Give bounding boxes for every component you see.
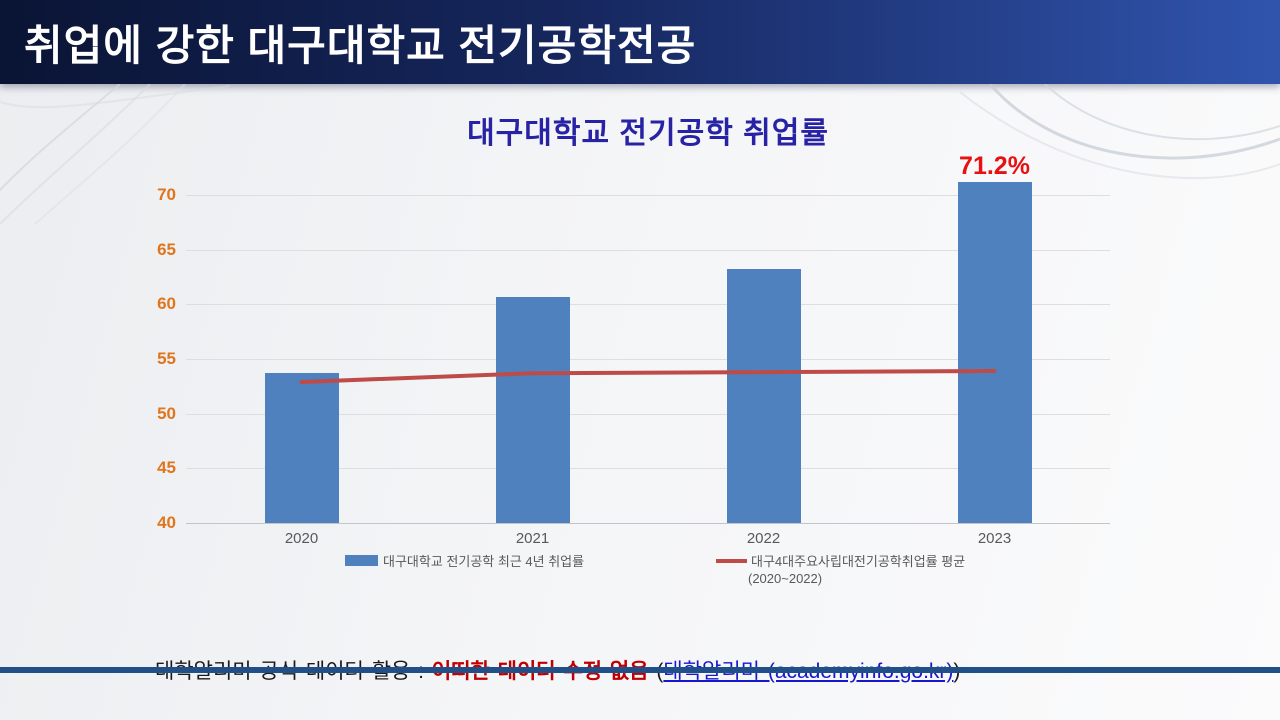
- y-axis-label-50: 50: [157, 403, 176, 423]
- bar-2023: [957, 181, 1032, 523]
- bar-2022: [726, 269, 801, 523]
- bar-2021: [495, 296, 570, 523]
- y-axis-label-40: 40: [157, 513, 176, 532]
- y-axis-label-45: 45: [157, 458, 176, 478]
- slide-header: 취업에 강한 대구대학교 전기공학전공: [0, 0, 1280, 84]
- x-axis-label-2020: 2020: [284, 530, 319, 547]
- legend-line-sublabel: (2020~2022): [748, 571, 823, 586]
- legend-item-line: 대구4대주요사립대전기공학취업률 평균: [716, 551, 965, 570]
- legend-line-label: 대구4대주요사립대전기공학취업률 평균: [751, 554, 966, 569]
- bar-series-swatch: [345, 555, 378, 566]
- y-axis-label-65: 65: [157, 239, 176, 259]
- x-axis-label-2022: 2022: [746, 530, 781, 547]
- slide-title: 취업에 강한 대구대학교 전기공학전공: [24, 21, 697, 69]
- bottom-divider: [0, 667, 1280, 673]
- gridline-40: [186, 523, 1110, 524]
- chart-title: 대구대학교 전기공학 취업률: [467, 117, 829, 150]
- gridline-45: [186, 468, 1110, 470]
- legend-bar-label: 대구대학교 전기공학 최근 4년 취업률: [383, 554, 585, 569]
- gridline-50: [186, 413, 1110, 415]
- y-axis-label-70: 70: [157, 185, 176, 204]
- y-axis-label-60: 60: [157, 294, 176, 314]
- gridline-55: [186, 359, 1110, 360]
- trend-line: [299, 369, 997, 384]
- source-note: 대학알리미 공식 데이터 활용 : 어떠한 데이터 수정 없음 (대학알리미 (…: [155, 602, 1205, 720]
- y-axis-label-55: 55: [157, 349, 176, 368]
- gridline-60: [186, 304, 1110, 306]
- bar-value-label: 71.2%: [959, 151, 1030, 180]
- gridline-70: [186, 195, 1110, 196]
- legend-item-bar: 대구대학교 전기공학 최근 4년 취업률: [345, 551, 584, 570]
- bar-2020: [264, 373, 339, 523]
- line-series-swatch: [716, 558, 747, 563]
- employment-chart: 40 45 50 55 60 65 70 2020 2021 2022 2023 71.2%: [157, 152, 1110, 547]
- x-axis-label-2021: 2021: [515, 530, 550, 547]
- gridline-65: [186, 249, 1110, 251]
- x-axis-label-2023: 2023: [977, 530, 1012, 547]
